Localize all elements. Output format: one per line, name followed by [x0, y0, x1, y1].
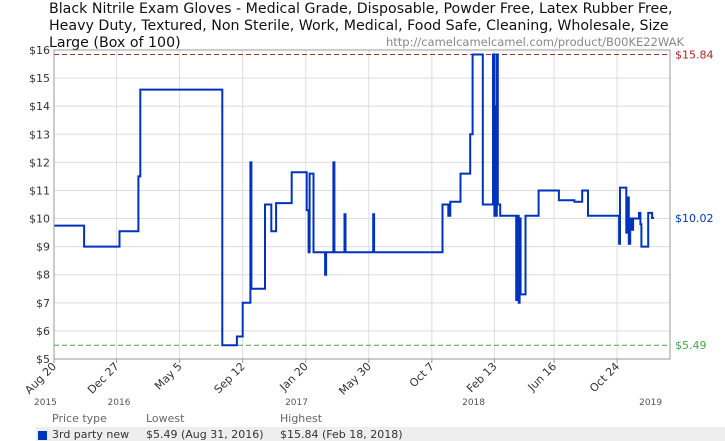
- x-tick-label: Oct 24: [587, 360, 622, 395]
- legend-swatch: [38, 431, 47, 440]
- x-tick-label: Dec 27: [85, 360, 122, 397]
- year-label: 2019: [639, 398, 662, 408]
- x-tick-label: May 30: [336, 360, 374, 398]
- y-tick-label: $8: [36, 269, 50, 282]
- x-tick-label: Jun 16: [525, 360, 559, 394]
- page-title: Black Nitrile Exam Gloves - Medical Grad…: [49, 1, 673, 51]
- reference-line-label: $15.84: [675, 48, 714, 61]
- legend-row-lowest: $5.49 (Aug 31, 2016): [146, 428, 264, 441]
- x-axis: Aug 20 Dec 27 May 5 Sep 12 Jan 20 May 30 Oct 7…: [22, 359, 622, 398]
- y-tick-label: $7: [36, 297, 50, 310]
- current-price-label: $10.02: [675, 212, 714, 225]
- price-history-chart: $15.84 $5.49 $10.02 $5 $6 $7 $8 $9 $10 $11 $12 $13…: [22, 44, 714, 408]
- year-labels: 2015 2016 2017 2018 2019: [34, 398, 662, 408]
- legend-row-highest: $15.84 (Feb 18, 2018): [280, 428, 403, 441]
- grid-lines: [53, 49, 670, 360]
- source-url[interactable]: http://camelcamelcamel.com/product/B00KE…: [386, 35, 685, 49]
- legend-table: Price type Lowest Highest 3rd party new …: [0, 410, 725, 441]
- x-tick-label: Jan 20: [277, 360, 311, 394]
- x-tick-label: Oct 7: [407, 360, 437, 390]
- series-layer: [54, 53, 654, 347]
- series-line: [54, 53, 654, 347]
- year-label: 2018: [462, 398, 485, 408]
- y-axis: $5 $6 $7 $8 $9 $10 $11 $12 $13 $14 $15 $16: [29, 44, 50, 366]
- legend-row-type: 3rd party new: [52, 428, 130, 441]
- plot-frame: [53, 49, 671, 360]
- y-tick-label: $16: [29, 44, 50, 57]
- y-tick-label: $5: [36, 353, 50, 366]
- reference-line-label: $5.49: [675, 339, 707, 352]
- x-tick-label: Feb 13: [464, 360, 499, 395]
- legend-header-highest: Highest: [280, 412, 323, 425]
- x-tick-label: Sep 12: [212, 360, 248, 396]
- y-tick-label: $11: [29, 184, 50, 197]
- y-tick-label: $13: [29, 128, 50, 141]
- legend-header-lowest: Lowest: [146, 412, 185, 425]
- reference-lines: $15.84 $5.49 $10.02: [54, 48, 714, 352]
- y-tick-label: $15: [29, 72, 50, 85]
- year-label: 2015: [34, 398, 57, 408]
- legend-row-background: [36, 427, 725, 441]
- y-tick-label: $9: [36, 241, 50, 254]
- year-label: 2016: [108, 398, 131, 408]
- y-tick-label: $10: [29, 213, 50, 226]
- y-tick-label: $12: [29, 156, 50, 169]
- legend-header-type: Price type: [52, 412, 107, 425]
- y-tick-label: $14: [29, 100, 50, 113]
- x-tick-label: May 5: [152, 360, 185, 393]
- y-tick-label: $6: [36, 325, 50, 338]
- year-label: 2017: [285, 398, 308, 408]
